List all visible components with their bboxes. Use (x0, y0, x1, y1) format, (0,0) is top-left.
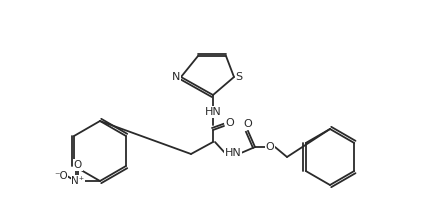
Text: S: S (236, 72, 243, 82)
Text: O: O (244, 119, 252, 129)
Text: ⁻O: ⁻O (54, 171, 68, 181)
Text: O: O (74, 160, 82, 170)
Text: O: O (266, 142, 274, 152)
Text: HN: HN (224, 148, 241, 158)
Text: N⁺: N⁺ (71, 176, 85, 186)
Text: HN: HN (205, 107, 221, 117)
Text: N: N (172, 72, 180, 82)
Text: O: O (226, 118, 234, 128)
